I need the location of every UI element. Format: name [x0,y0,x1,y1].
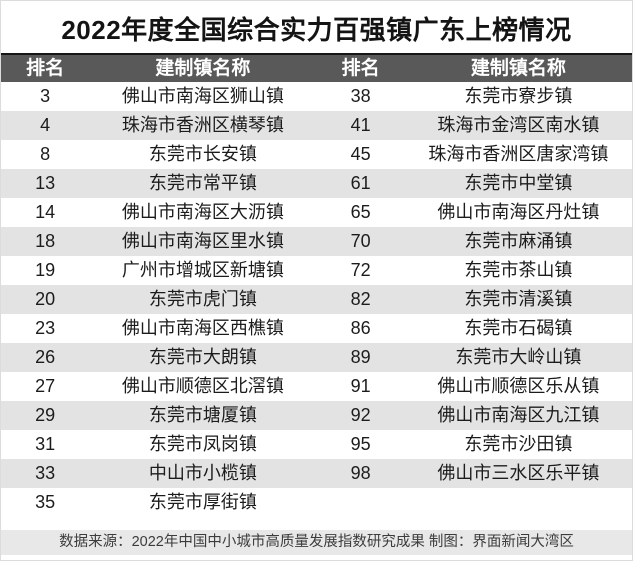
town-cell: 东莞市塘厦镇 [148,405,257,425]
town-cell: 东莞市寮步镇 [464,86,573,106]
source-note: 数据来源：2022年中国中小城市高质量发展指数研究成果 制图：界面新闻大湾区 [1,530,632,555]
rank-cell: 27 [35,376,56,396]
town-cell: 东莞市麻涌镇 [464,231,573,251]
town-cell: 东莞市厚街镇 [148,492,257,512]
town-cell: 佛山市南海区狮山镇 [121,86,284,106]
column-header-rank-right: 排名 [341,58,380,79]
rank-cell: 3 [40,86,51,106]
table-row: 8 东莞市长安镇 45 珠海市香洲区唐家湾镇 [1,140,632,169]
table-row: 31 东莞市凤岗镇 95 东莞市沙田镇 [1,430,632,459]
town-cell: 佛山市三水区乐平镇 [437,463,600,483]
column-header-rank-left: 排名 [26,58,65,79]
column-header-town-right: 建制镇名称 [470,58,566,79]
table-row: 27 佛山市顺德区北滘镇 91 佛山市顺德区乐从镇 [1,372,632,401]
rank-cell: 29 [35,405,56,425]
town-cell: 佛山市南海区里水镇 [121,231,284,251]
rank-cell: 86 [350,318,371,338]
table-row: 14 佛山市南海区大沥镇 65 佛山市南海区丹灶镇 [1,198,632,227]
table-row: 13 东莞市常平镇 61 东莞市中堂镇 [1,169,632,198]
town-cell: 珠海市金湾区南水镇 [437,115,600,135]
rank-cell: 70 [350,231,371,251]
town-cell: 广州市增城区新塘镇 [121,260,284,280]
rank-cell: 18 [35,231,56,251]
table-row: 4 珠海市香洲区横琴镇 41 珠海市金湾区南水镇 [1,111,632,140]
table-row: 26 东莞市大朗镇 89 东莞市大岭山镇 [1,343,632,372]
rank-cell: 8 [40,144,51,164]
table-body: 3 佛山市南海区狮山镇 38 东莞市寮步镇 4 珠海市香洲区横琴镇 41 珠海市金湾区南水镇 8… [1,82,632,517]
rank-cell: 45 [350,144,371,164]
rank-cell [316,488,404,517]
ranking-table: 排名 建制镇名称 排名 建制镇名称 3 佛山市南海区狮山镇 38 东莞市寮步镇 4 珠海市… [1,53,632,517]
rank-cell: 38 [350,86,371,106]
town-cell: 佛山市南海区丹灶镇 [437,202,600,222]
rank-cell: 72 [350,260,371,280]
table-row: 29 东莞市塘厦镇 92 佛山市南海区九江镇 [1,401,632,430]
town-cell: 佛山市南海区大沥镇 [121,202,284,222]
rank-cell: 26 [35,347,56,367]
rank-cell: 91 [350,376,371,396]
column-header-town-left: 建制镇名称 [155,58,251,79]
town-cell [405,488,632,517]
town-cell: 佛山市顺德区乐从镇 [437,376,600,396]
town-cell: 佛山市南海区九江镇 [437,405,600,425]
town-cell: 东莞市虎门镇 [148,289,257,309]
town-cell: 中山市小榄镇 [148,463,257,483]
rank-cell: 92 [350,405,371,425]
town-cell: 东莞市中堂镇 [464,173,573,193]
table-row: 19 广州市增城区新塘镇 72 东莞市茶山镇 [1,256,632,285]
town-cell: 东莞市沙田镇 [464,434,573,454]
town-cell: 东莞市长安镇 [148,144,257,164]
rank-cell: 14 [35,202,56,222]
rank-cell: 82 [350,289,371,309]
rank-cell: 41 [350,115,371,135]
town-cell: 东莞市大岭山镇 [455,347,582,367]
town-cell: 珠海市香洲区横琴镇 [121,115,284,135]
rank-cell: 23 [35,318,56,338]
town-cell: 东莞市凤岗镇 [148,434,257,454]
town-cell: 佛山市顺德区北滘镇 [121,376,284,396]
town-cell: 东莞市清溪镇 [464,289,573,309]
town-cell: 珠海市香洲区唐家湾镇 [428,144,609,164]
table-row: 3 佛山市南海区狮山镇 38 东莞市寮步镇 [1,82,632,111]
town-cell: 东莞市茶山镇 [464,260,573,280]
rank-cell: 89 [350,347,371,367]
table-row: 20 东莞市虎门镇 82 东莞市清溪镇 [1,285,632,314]
rank-cell: 13 [35,173,56,193]
town-cell: 东莞市大朗镇 [148,347,257,367]
rank-cell: 98 [350,463,371,483]
table-header-row: 排名 建制镇名称 排名 建制镇名称 [1,53,632,82]
table-row: 33 中山市小榄镇 98 佛山市三水区乐平镇 [1,459,632,488]
table-row: 23 佛山市南海区西樵镇 86 东莞市石碣镇 [1,314,632,343]
rank-cell: 19 [35,260,56,280]
table-row: 35 东莞市厚街镇 [1,488,632,517]
rank-cell: 65 [350,202,371,222]
rank-cell: 95 [350,434,371,454]
town-cell: 东莞市石碣镇 [464,318,573,338]
rank-cell: 61 [350,173,371,193]
table-row: 18 佛山市南海区里水镇 70 东莞市麻涌镇 [1,227,632,256]
town-cell: 佛山市南海区西樵镇 [121,318,284,338]
rank-cell: 35 [35,492,56,512]
page-title: 2022年度全国综合实力百强镇广东上榜情况 [61,15,572,45]
town-cell: 东莞市常平镇 [148,173,257,193]
rank-cell: 31 [35,434,56,454]
rank-cell: 33 [35,463,56,483]
rank-cell: 20 [35,289,56,309]
rank-cell: 4 [40,115,51,135]
